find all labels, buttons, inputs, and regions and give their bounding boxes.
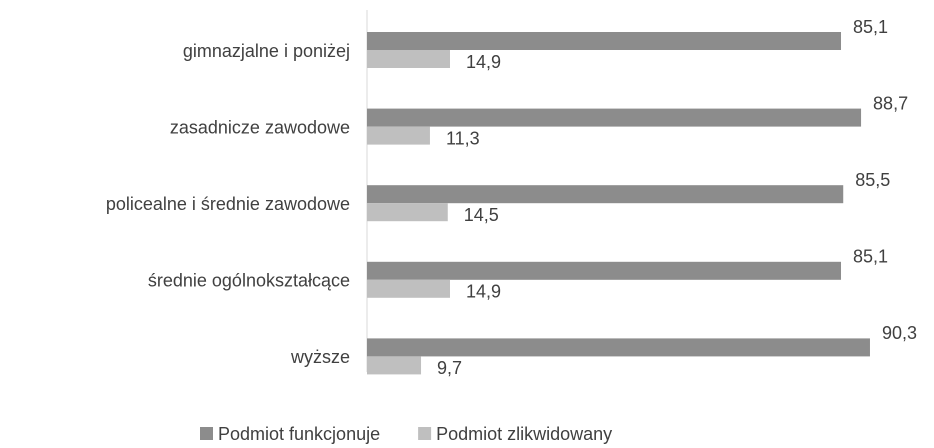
category-label: policealne i średnie zawodowe (106, 194, 350, 214)
bar (367, 50, 450, 68)
legend-swatch (200, 427, 213, 440)
value-label: 88,7 (873, 93, 908, 113)
value-label: 85,1 (853, 17, 888, 37)
value-label: 14,9 (466, 282, 501, 302)
category-label: gimnazjalne i poniżej (183, 41, 350, 61)
bar (367, 32, 842, 50)
bar (367, 338, 870, 357)
bar (367, 126, 430, 145)
value-label: 85,1 (853, 247, 888, 267)
category-label: średnie ogólnokształcące (148, 271, 350, 291)
bar (367, 108, 862, 127)
bar (367, 185, 844, 204)
category-label: zasadnicze zawodowe (170, 117, 350, 137)
legend-label: Podmiot funkcjonuje (218, 424, 380, 444)
legend-swatch (418, 427, 432, 440)
value-label: 90,3 (882, 323, 917, 343)
legend-label: Podmiot zlikwidowany (436, 424, 612, 444)
value-label: 9,7 (437, 358, 462, 378)
value-label: 14,5 (464, 205, 499, 225)
value-label: 85,5 (855, 170, 890, 190)
value-label: 11,3 (446, 128, 480, 148)
bar (367, 356, 422, 375)
category-label: wyższe (290, 347, 350, 367)
bar (367, 279, 450, 298)
bar (367, 261, 842, 280)
bar (367, 203, 448, 222)
value-label: 14,9 (466, 52, 501, 72)
